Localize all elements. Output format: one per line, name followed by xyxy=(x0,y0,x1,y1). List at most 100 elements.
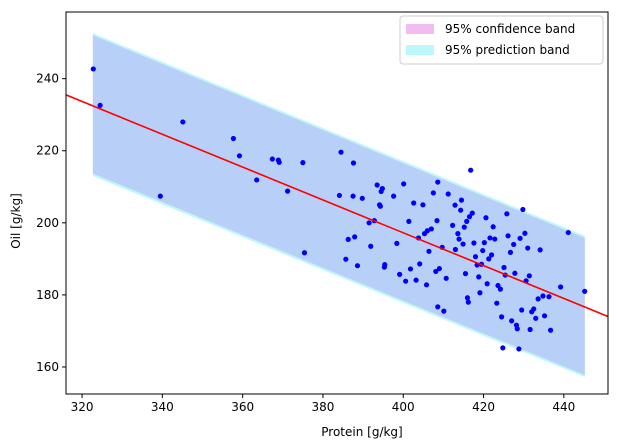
data-point xyxy=(541,313,548,319)
data-point xyxy=(492,236,498,242)
data-point xyxy=(443,275,449,281)
data-point xyxy=(230,135,237,142)
data-point xyxy=(254,177,260,183)
x-tick-label: 360 xyxy=(231,400,254,414)
data-point xyxy=(336,192,343,199)
y-tick-label: 180 xyxy=(36,288,59,302)
data-point xyxy=(300,160,306,166)
y-tick-label: 240 xyxy=(36,72,59,86)
data-point xyxy=(354,263,361,269)
data-point xyxy=(464,295,471,301)
data-point xyxy=(458,197,465,203)
data-point xyxy=(461,224,467,230)
x-tick-label: 380 xyxy=(311,400,334,414)
data-point xyxy=(497,286,504,292)
data-point xyxy=(522,230,528,236)
data-point xyxy=(368,243,374,249)
data-point xyxy=(157,193,163,199)
data-point xyxy=(511,241,517,248)
data-point xyxy=(350,193,356,199)
legend-swatch xyxy=(406,45,434,55)
y-tick-label: 160 xyxy=(36,360,59,374)
regression-line xyxy=(66,94,608,318)
legend-box xyxy=(399,15,604,65)
band-overlap xyxy=(92,35,585,375)
data-point xyxy=(487,235,493,241)
data-point xyxy=(430,190,436,196)
legend-label: 95% confidence band xyxy=(445,22,575,36)
data-point xyxy=(382,262,388,268)
data-point xyxy=(406,218,412,224)
data-point xyxy=(428,226,434,232)
x-tick-label: 340 xyxy=(151,400,174,414)
data-point xyxy=(460,241,466,247)
data-point xyxy=(338,149,344,155)
data-point xyxy=(494,300,500,306)
data-point xyxy=(565,229,571,236)
data-point xyxy=(441,308,447,314)
y-axis-label: Oil [g/kg] xyxy=(9,193,23,249)
x-tick-label: 320 xyxy=(71,400,94,414)
data-point xyxy=(462,271,469,277)
data-point xyxy=(445,191,451,197)
data-point xyxy=(435,304,441,310)
data-point xyxy=(97,102,103,108)
data-point xyxy=(433,268,439,275)
data-point xyxy=(484,281,490,287)
data-point xyxy=(269,156,275,162)
data-point xyxy=(379,185,385,192)
data-point xyxy=(582,288,588,294)
data-point xyxy=(486,256,492,262)
data-point xyxy=(391,193,397,199)
data-point xyxy=(455,231,461,237)
data-point xyxy=(480,247,486,254)
data-point xyxy=(547,327,554,333)
data-point xyxy=(413,277,419,283)
legend: 95% confidence band 95% prediction band xyxy=(399,15,604,65)
x-axis-label: Protein [g/kg] xyxy=(321,425,402,439)
data-point xyxy=(464,218,470,224)
data-point xyxy=(350,160,357,166)
data-point xyxy=(374,182,380,188)
data-point xyxy=(499,314,505,320)
data-point xyxy=(509,318,515,324)
data-point xyxy=(516,346,522,352)
data-point xyxy=(558,284,564,290)
data-point xyxy=(417,261,423,267)
data-point xyxy=(483,215,489,221)
x-tick-label: 400 xyxy=(392,400,415,414)
data-point xyxy=(450,222,456,228)
data-point xyxy=(535,296,541,302)
data-point xyxy=(507,249,514,255)
data-point xyxy=(546,294,552,300)
data-point xyxy=(466,214,473,220)
data-point xyxy=(505,233,511,239)
data-point xyxy=(276,159,282,165)
data-point xyxy=(471,240,477,246)
data-point xyxy=(533,315,539,321)
data-point xyxy=(420,202,426,208)
data-point xyxy=(501,264,507,271)
y-tick-label: 200 xyxy=(36,216,59,230)
data-point xyxy=(452,202,458,208)
data-point xyxy=(394,240,400,246)
data-point xyxy=(520,206,526,213)
data-point xyxy=(531,306,537,312)
data-point xyxy=(476,274,482,280)
data-point xyxy=(426,248,432,254)
data-point xyxy=(472,254,479,260)
data-point xyxy=(180,119,186,125)
data-point xyxy=(397,271,403,277)
data-point xyxy=(527,326,533,333)
plot-area xyxy=(66,33,608,378)
data-point xyxy=(500,345,506,351)
legend-label: 95% prediction band xyxy=(445,43,570,57)
data-point xyxy=(436,265,442,272)
data-point xyxy=(423,282,430,288)
data-point xyxy=(90,66,96,72)
x-tick-label: 420 xyxy=(472,400,495,414)
data-point xyxy=(411,200,417,206)
data-point xyxy=(458,207,464,213)
data-point xyxy=(401,181,407,187)
